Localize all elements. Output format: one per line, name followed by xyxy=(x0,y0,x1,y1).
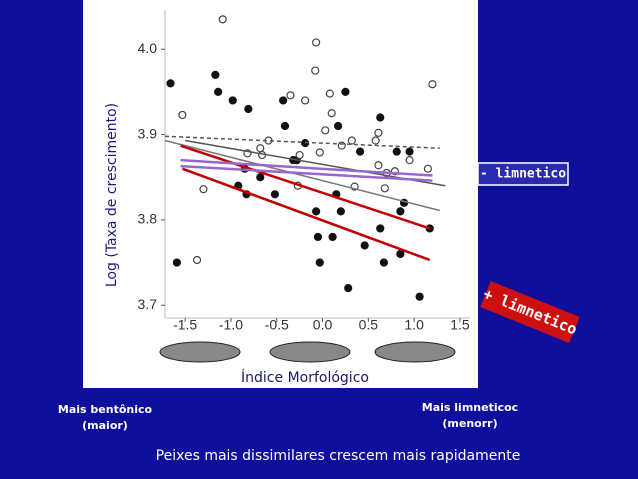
point xyxy=(244,104,253,114)
point xyxy=(286,91,295,100)
point xyxy=(392,147,401,156)
point xyxy=(218,15,227,24)
x-axis-label: Índice Morfológico xyxy=(241,369,369,386)
point xyxy=(321,126,330,135)
point xyxy=(405,147,414,156)
point xyxy=(172,258,182,267)
point xyxy=(336,207,345,216)
point xyxy=(334,121,343,131)
point xyxy=(280,121,290,131)
minus-label: - limnetico xyxy=(480,167,566,182)
point xyxy=(295,150,304,160)
trend-line xyxy=(180,164,433,182)
point xyxy=(344,284,353,293)
point xyxy=(341,87,350,97)
point xyxy=(166,79,175,88)
point xyxy=(256,144,265,153)
right-note: (menorr) xyxy=(442,417,497,430)
y-tick-label: 4.0 xyxy=(138,40,158,56)
point xyxy=(327,109,336,118)
point xyxy=(328,232,337,242)
point xyxy=(312,38,321,47)
point xyxy=(301,96,310,105)
caption: Peixes mais dissimilares crescem mais ra… xyxy=(156,448,521,464)
plus-group: + limnetico xyxy=(480,281,580,343)
point xyxy=(371,136,380,145)
point xyxy=(376,224,385,233)
left-note: Mais bentônico xyxy=(58,403,153,416)
y-tick-label: 3.8 xyxy=(138,211,158,227)
trend-line xyxy=(164,139,440,212)
point xyxy=(270,190,280,199)
point xyxy=(380,184,389,193)
y-tick-label: 3.9 xyxy=(138,125,158,141)
point xyxy=(315,148,324,157)
point xyxy=(423,164,432,173)
point xyxy=(428,80,437,89)
point xyxy=(214,87,223,97)
plus-box xyxy=(480,281,580,343)
point xyxy=(376,113,385,122)
point xyxy=(360,241,369,250)
point xyxy=(374,161,383,170)
point xyxy=(405,156,414,165)
right-note: Mais limneticoc xyxy=(422,401,518,414)
point xyxy=(311,66,320,75)
chart-panel xyxy=(83,0,478,388)
fish-icons xyxy=(159,341,456,363)
point xyxy=(347,136,356,145)
point xyxy=(396,207,405,216)
x-tick-label: 1.0 xyxy=(404,317,424,333)
trend-line xyxy=(180,158,433,177)
point xyxy=(279,96,288,105)
y-axis-label: Log (Taxa de crescimento) xyxy=(104,103,120,287)
point xyxy=(211,70,220,79)
x-tick-label: -1.0 xyxy=(219,317,243,333)
x-tick-label: -1.5 xyxy=(173,317,197,333)
point xyxy=(374,128,383,137)
x-tick-label: -0.5 xyxy=(265,317,289,333)
point xyxy=(228,96,237,105)
point xyxy=(325,89,334,98)
trend-line xyxy=(181,167,431,262)
point xyxy=(312,207,321,216)
x-tick-label: 0.0 xyxy=(313,317,333,333)
point xyxy=(256,173,265,182)
x-tick-label: 0.5 xyxy=(359,317,379,333)
trend-line xyxy=(180,144,431,230)
point xyxy=(313,232,323,242)
minus-box xyxy=(477,162,569,186)
point xyxy=(199,185,208,194)
point xyxy=(415,292,424,301)
y-tick-label: 3.7 xyxy=(138,296,158,312)
point xyxy=(315,258,324,267)
point xyxy=(379,258,389,267)
x-tick-label: 1.5 xyxy=(450,317,470,333)
point xyxy=(396,249,405,259)
left-note: (maior) xyxy=(82,419,128,432)
trend-line xyxy=(164,135,440,149)
point xyxy=(355,147,365,156)
point xyxy=(192,255,202,265)
point xyxy=(178,110,187,120)
